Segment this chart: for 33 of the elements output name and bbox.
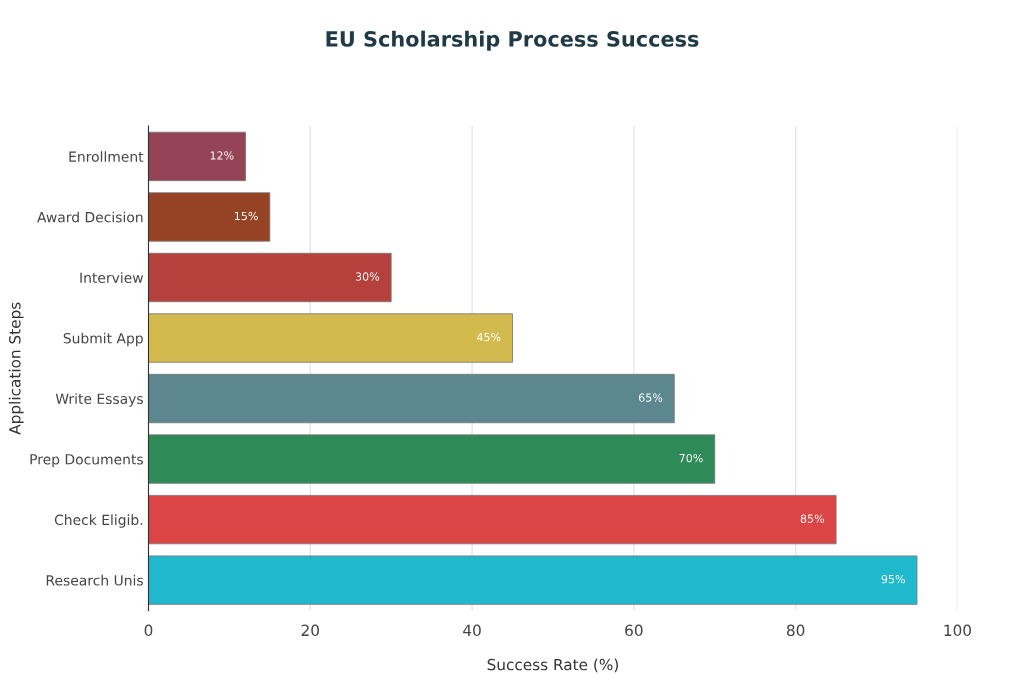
bar xyxy=(148,252,392,303)
data-label: 65% xyxy=(638,393,663,402)
bar xyxy=(148,192,271,242)
bar xyxy=(148,434,716,484)
data-label: 45% xyxy=(476,332,501,342)
bar xyxy=(148,131,246,182)
x-tick-label: 60 xyxy=(625,624,643,637)
x-tick-label: 0 xyxy=(144,624,153,637)
y-tick-label: Write Essays xyxy=(55,393,143,407)
bar xyxy=(148,373,675,424)
bar xyxy=(148,494,837,545)
y-axis-title: Application Steps xyxy=(8,302,24,435)
bar xyxy=(148,555,918,605)
x-tick-label: 20 xyxy=(301,624,319,637)
data-label: 85% xyxy=(800,514,825,523)
x-tick-label: 80 xyxy=(786,624,805,637)
data-label: 70% xyxy=(679,453,703,463)
y-tick-label: Interview xyxy=(80,272,144,283)
bar xyxy=(148,313,513,363)
y-tick-label: Prep Documents xyxy=(30,454,143,468)
data-label: 12% xyxy=(210,151,234,160)
y-tick-label: Research Unis xyxy=(46,574,143,586)
y-tick-label: Award Decision xyxy=(37,211,143,223)
x-tick-label: 100 xyxy=(944,624,972,637)
x-tick-label: 40 xyxy=(463,624,481,637)
data-label: 15% xyxy=(234,211,258,221)
chart-title: EU Scholarship Process Success xyxy=(326,30,699,51)
data-label: 30% xyxy=(355,272,380,281)
y-tick-label: Enrollment xyxy=(69,151,144,162)
data-label: 95% xyxy=(881,574,905,584)
y-tick-label: Check Eligib. xyxy=(54,514,143,528)
x-axis-title: Success Rate (%) xyxy=(487,658,618,673)
y-tick-label: Submit App xyxy=(63,332,143,347)
